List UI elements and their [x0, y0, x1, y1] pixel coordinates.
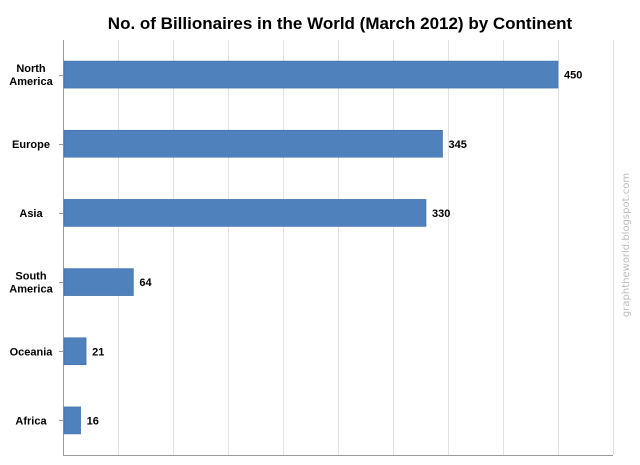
category-label: South America [9, 271, 53, 296]
bar [63, 268, 134, 296]
category-label: North America [9, 63, 53, 88]
category-label: Africa [15, 415, 47, 427]
category-label: Asia [19, 208, 43, 220]
bar [63, 199, 427, 227]
value-labels: 450 345 330 64 21 16 [87, 70, 583, 428]
category-label: Oceania [10, 346, 54, 358]
bar [63, 129, 443, 158]
value-label: 16 [87, 415, 99, 427]
watermark-text: graphtheworld.blogspot.com [621, 173, 632, 317]
value-label: 21 [92, 346, 104, 358]
value-label: 64 [139, 277, 152, 289]
bars [63, 60, 559, 435]
category-label: Europe [12, 139, 50, 151]
bar [63, 337, 87, 366]
bar [63, 406, 81, 435]
category-labels: North America Europe Asia South America Oceani… [9, 63, 53, 427]
value-label: 450 [564, 70, 582, 82]
bar [63, 60, 559, 89]
gridlines [59, 40, 614, 456]
value-label: 330 [432, 208, 450, 220]
value-label: 345 [449, 139, 467, 151]
chart-title: No. of Billionaires in the World (March … [108, 14, 573, 33]
